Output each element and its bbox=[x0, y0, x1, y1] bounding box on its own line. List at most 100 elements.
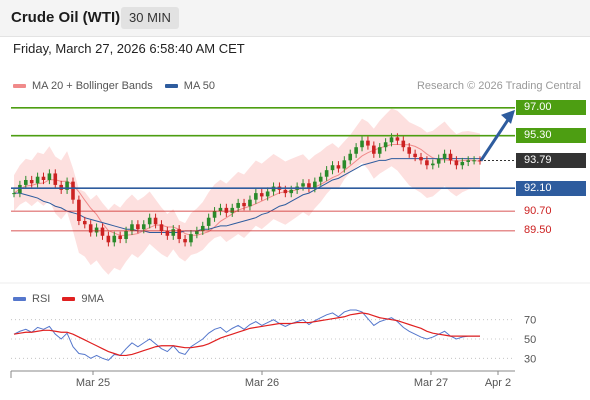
projection-arrow-head bbox=[501, 109, 515, 124]
candle-body bbox=[177, 229, 181, 240]
candle-body bbox=[159, 224, 164, 231]
candle-body bbox=[413, 153, 417, 158]
research-credit: Research © 2026 Trading Central bbox=[416, 80, 581, 92]
legend-ma20: MA 20 + Bollinger Bands bbox=[13, 80, 153, 92]
candle-body bbox=[18, 184, 22, 194]
candle-body bbox=[436, 158, 441, 164]
candle-body bbox=[94, 227, 99, 233]
x-tick-label: Mar 27 bbox=[414, 377, 448, 389]
candle-body bbox=[171, 229, 176, 236]
legend-ma50-label: MA 50 bbox=[183, 80, 215, 92]
candle-body bbox=[65, 181, 69, 190]
candle-body bbox=[389, 137, 394, 143]
ma50-line bbox=[14, 158, 480, 233]
level-tag-93-79: 93.79 bbox=[516, 152, 586, 168]
candle-body bbox=[254, 193, 258, 200]
candle-body bbox=[466, 160, 471, 162]
legend-ma20-label: MA 20 + Bollinger Bands bbox=[32, 80, 153, 92]
candle-body bbox=[259, 193, 264, 197]
candle-body bbox=[88, 224, 93, 233]
candle-body bbox=[53, 173, 58, 185]
level-tag-97-00: 97.00 bbox=[516, 100, 586, 116]
legend-9ma-label: 9MA bbox=[81, 293, 104, 305]
candle-body bbox=[195, 230, 199, 235]
candle-body bbox=[407, 147, 412, 154]
candle-body bbox=[395, 137, 400, 141]
legend-9ma-swatch bbox=[62, 297, 76, 301]
candle-body bbox=[41, 176, 46, 180]
candle-body bbox=[141, 224, 146, 230]
candle-body bbox=[283, 189, 288, 194]
candle-body bbox=[200, 225, 205, 231]
candle-body bbox=[230, 207, 235, 213]
candle-body bbox=[307, 183, 311, 189]
candle-body bbox=[130, 224, 134, 231]
candle-body bbox=[265, 191, 270, 197]
candle-body bbox=[165, 230, 170, 236]
x-tick-label: Apr 2 bbox=[485, 377, 511, 389]
candle-body bbox=[354, 147, 358, 154]
candle-body bbox=[318, 176, 323, 182]
rsi-line bbox=[13, 309, 480, 361]
candle-body bbox=[136, 224, 140, 230]
candle-body bbox=[372, 145, 376, 154]
candle-body bbox=[124, 230, 128, 240]
candle-body bbox=[366, 140, 370, 146]
x-tick-label: Mar 25 bbox=[76, 377, 110, 389]
candle-body bbox=[218, 207, 223, 212]
timeframe-button[interactable]: 30 MIN bbox=[121, 7, 179, 29]
candle-body bbox=[454, 160, 459, 166]
candle-body bbox=[236, 202, 240, 208]
candle-body bbox=[271, 186, 276, 192]
candle-body bbox=[12, 193, 16, 195]
rsi-legend: RSI 9MA bbox=[13, 293, 116, 305]
candle-body bbox=[330, 165, 335, 171]
level-tag-90-70: 90.70 bbox=[524, 204, 552, 217]
rsi-ma-line bbox=[13, 312, 480, 357]
x-tick-label: Mar 26 bbox=[245, 377, 279, 389]
candle-body bbox=[377, 147, 382, 154]
candle-body bbox=[425, 160, 429, 166]
candle-body bbox=[82, 221, 87, 225]
candle-body bbox=[460, 161, 465, 166]
candle-body bbox=[342, 160, 347, 169]
candle-body bbox=[189, 234, 193, 243]
candle-body bbox=[448, 153, 453, 161]
candle-body bbox=[401, 140, 406, 148]
candle-body bbox=[360, 140, 364, 148]
main-legend: MA 20 + Bollinger Bands MA 50 bbox=[13, 80, 227, 92]
candle-body bbox=[419, 157, 423, 161]
candles bbox=[12, 133, 482, 247]
candle-body bbox=[112, 235, 117, 243]
candle-body bbox=[289, 189, 294, 194]
legend-9ma: 9MA bbox=[62, 293, 104, 305]
candle-body bbox=[301, 183, 305, 187]
candle-body bbox=[248, 199, 252, 207]
candle-body bbox=[100, 227, 105, 236]
bollinger-band bbox=[14, 108, 480, 275]
candle-body bbox=[118, 235, 122, 240]
rsi-tick-label: 70 bbox=[524, 315, 536, 327]
legend-ma20-swatch bbox=[13, 84, 26, 88]
candle-body bbox=[59, 184, 63, 190]
candle-body bbox=[23, 180, 28, 185]
candle-body bbox=[106, 235, 111, 243]
candle-body bbox=[348, 153, 353, 161]
candle-body bbox=[442, 153, 447, 159]
timestamp: Friday, March 27, 2026 6:58:40 AM CET bbox=[13, 41, 245, 56]
candle-body bbox=[153, 217, 158, 225]
candle-body bbox=[383, 142, 388, 148]
candle-body bbox=[313, 181, 317, 189]
projection-arrow bbox=[479, 116, 512, 162]
candle-body bbox=[47, 173, 52, 180]
candle-body bbox=[431, 163, 435, 166]
candle-body bbox=[29, 180, 34, 184]
level-tag-92-10: 92.10 bbox=[516, 180, 586, 196]
candle-body bbox=[35, 176, 40, 184]
candle-body bbox=[183, 239, 187, 243]
candle-body bbox=[336, 165, 341, 169]
candle-body bbox=[147, 217, 152, 225]
legend-ma50: MA 50 bbox=[164, 80, 215, 92]
rsi-tick-label: 30 bbox=[524, 353, 536, 365]
